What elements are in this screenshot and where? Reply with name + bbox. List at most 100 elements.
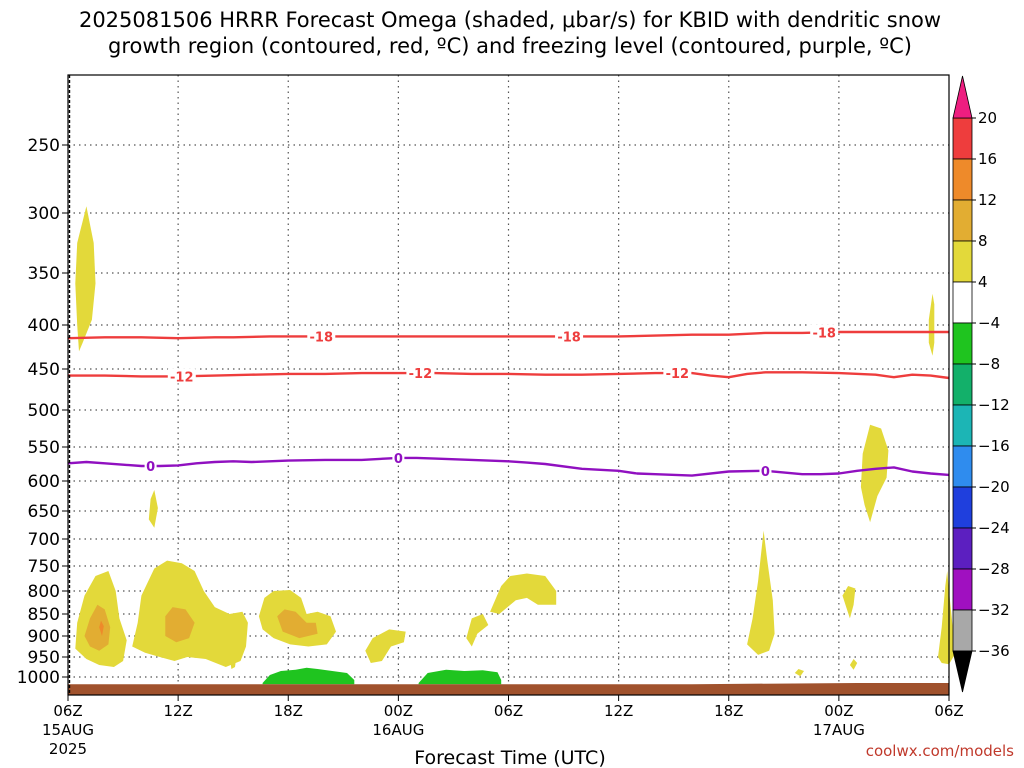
omega-region (165, 607, 195, 643)
colorbar-swatch (952, 445, 973, 488)
y-tick-label: 1000 (17, 668, 60, 688)
omega-region (794, 669, 804, 677)
y-axis-ticks: 2503003504004505005506006507007508008509… (17, 136, 68, 688)
contour-label: -18 (310, 330, 334, 345)
colorbar-top-arrow (952, 75, 973, 119)
omega-region (132, 560, 248, 667)
y-tick-label: 250 (28, 136, 60, 156)
contour-label: -18 (812, 326, 836, 341)
dgz-isotherm-line (68, 371, 950, 380)
colorbar-swatch (952, 158, 973, 201)
contour-label-bg (555, 328, 584, 344)
y-tick-label: 700 (28, 530, 60, 550)
x-tick-label: 06Z (934, 702, 963, 720)
y-tick-label: 400 (28, 316, 60, 336)
x-axis-label: Forecast Time (UTC) (414, 747, 605, 768)
omega-region (849, 659, 858, 670)
colorbar-swatch (952, 609, 973, 652)
contour-labels: -18 -18 -18 -12 -12 -12 0 0 0 (144, 324, 839, 480)
omega-region (148, 490, 158, 528)
colorbar-label: −28 (978, 560, 1010, 578)
x-tick-date: 16AUG (372, 721, 424, 739)
x-tick-label: 18Z (274, 702, 303, 720)
contour-label: -12 (666, 367, 690, 382)
x-tick-label: 12Z (604, 702, 633, 720)
colorbar-label: −24 (978, 519, 1010, 537)
omega-region (75, 206, 96, 352)
colorbar-swatch (952, 117, 973, 160)
chart-title-line1: 2025081506 HRRR Forecast Omega (shaded, … (79, 8, 941, 32)
contour-label: 0 (146, 460, 155, 475)
colorbar-swatch (952, 281, 973, 324)
contour-label: -12 (409, 367, 433, 382)
contour-lines (67, 330, 950, 477)
colorbar-swatch (952, 527, 973, 570)
y-tick-label: 300 (28, 204, 60, 224)
x-tick-label: 06Z (53, 702, 82, 720)
colorbar-label: 12 (978, 191, 997, 209)
y-tick-label: 850 (28, 605, 60, 625)
x-tick-year: 2025 (49, 740, 87, 758)
omega-region (418, 669, 502, 685)
colorbar-label: −36 (978, 642, 1010, 660)
y-tick-label: 450 (28, 360, 60, 380)
y-tick-label: 500 (28, 401, 60, 421)
contour-label: -12 (170, 370, 194, 385)
contour-label-bg (759, 462, 772, 478)
grid-lines (68, 75, 949, 695)
contour-label-bg (307, 328, 336, 344)
site-credit: coolwx.com/models (866, 742, 1014, 760)
x-tick-date: 15AUG (42, 721, 94, 739)
contour-label-bg (663, 365, 692, 381)
contour-label-bg (167, 368, 196, 384)
omega-region (365, 629, 406, 663)
colorbar-label: −12 (978, 396, 1010, 414)
y-tick-label: 650 (28, 502, 60, 522)
chart-title-line2: growth region (contoured, red, ºC) and f… (108, 34, 912, 58)
y-tick-label: 800 (28, 582, 60, 602)
colorbar-label: 16 (978, 150, 997, 168)
y-tick-label: 550 (28, 438, 60, 458)
omega-region (277, 609, 318, 639)
colorbar-label: 8 (978, 232, 988, 250)
omega-region (466, 614, 489, 647)
x-tick-label: 12Z (163, 702, 192, 720)
x-tick-label: 06Z (494, 702, 523, 720)
omega-region (490, 573, 557, 614)
colorbar-swatch (952, 363, 973, 406)
y-tick-label: 350 (28, 264, 60, 284)
colorbar-swatch (952, 240, 973, 283)
colorbar-label: −20 (978, 478, 1010, 496)
contour-label-bg (406, 365, 435, 381)
x-tick-date: 17AUG (813, 721, 865, 739)
omega-region (842, 586, 856, 619)
colorbar-label: 20 (978, 109, 997, 127)
x-tick-label: 00Z (824, 702, 853, 720)
omega-region (229, 652, 237, 669)
omega-region (84, 604, 111, 651)
contour-label: 0 (394, 452, 403, 467)
omega-shading (75, 206, 955, 685)
contour-label: 0 (761, 465, 770, 480)
freezing-level-line (67, 456, 950, 477)
omega-region (747, 530, 775, 655)
colorbar-label: −8 (978, 355, 1000, 373)
colorbar-label: −32 (978, 601, 1010, 619)
colorbar-swatch (952, 404, 973, 447)
y-tick-label: 950 (28, 648, 60, 668)
colorbar-bottom-arrow (952, 650, 973, 693)
omega-region (928, 293, 935, 356)
omega-region (99, 620, 104, 636)
omega-region (938, 571, 955, 665)
omega-region (860, 424, 889, 523)
contour-label-bg (144, 458, 157, 474)
colorbar-swatch (952, 199, 973, 242)
y-tick-label: 750 (28, 557, 60, 577)
colorbar-label: −16 (978, 437, 1010, 455)
x-tick-label: 00Z (384, 702, 413, 720)
colorbar: 20 16 12 8 4 −4 −8 −12 −16 −20 −24 −28 −32 −36 (952, 75, 1010, 693)
contour-label-bg (392, 449, 405, 465)
colorbar-swatch (952, 568, 973, 611)
